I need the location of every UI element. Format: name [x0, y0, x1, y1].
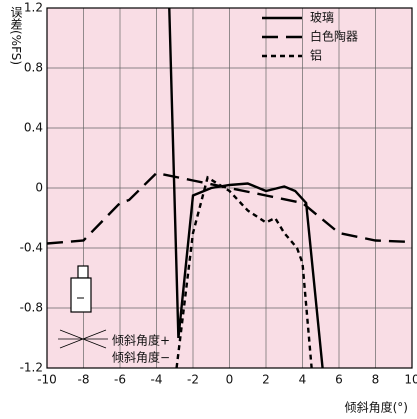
- y-tick-label: 1.2: [24, 1, 43, 15]
- chart: 倾斜角度+ 倾斜角度− 误差(%FS) 倾斜角度(°) 1.2 0.8 0.4 0 -0…: [0, 0, 417, 419]
- x-tick-label: 4: [299, 373, 307, 387]
- x-tick-label: -10: [37, 373, 57, 387]
- x-tick-label: 0: [226, 373, 234, 387]
- x-axis-label: 倾斜角度(°): [345, 400, 408, 415]
- x-tick-label: 6: [335, 373, 343, 387]
- annotation: 倾斜角度+: [112, 333, 170, 348]
- y-axis-label: 误差(%FS): [9, 6, 23, 66]
- legend-label: 玻璃: [310, 11, 334, 25]
- x-tick-label: 2: [262, 373, 270, 387]
- legend-label: 白色陶器: [310, 29, 358, 44]
- x-tick-label: -2: [187, 373, 199, 387]
- x-tick-label: 10: [404, 373, 417, 387]
- y-tick-label: 0.4: [24, 121, 43, 135]
- x-tick-label: -4: [151, 373, 163, 387]
- x-tick-label: 8: [372, 373, 380, 387]
- y-tick-label: 0: [35, 181, 43, 195]
- x-tick-label: -8: [78, 373, 90, 387]
- legend-label: 铝: [310, 48, 322, 63]
- x-tick-label: -6: [114, 373, 126, 387]
- y-tick-label: -0.8: [20, 301, 43, 315]
- y-tick-label: -0.4: [20, 241, 43, 255]
- y-tick-label: 0.8: [24, 61, 43, 75]
- annotation: 倾斜角度−: [112, 350, 170, 365]
